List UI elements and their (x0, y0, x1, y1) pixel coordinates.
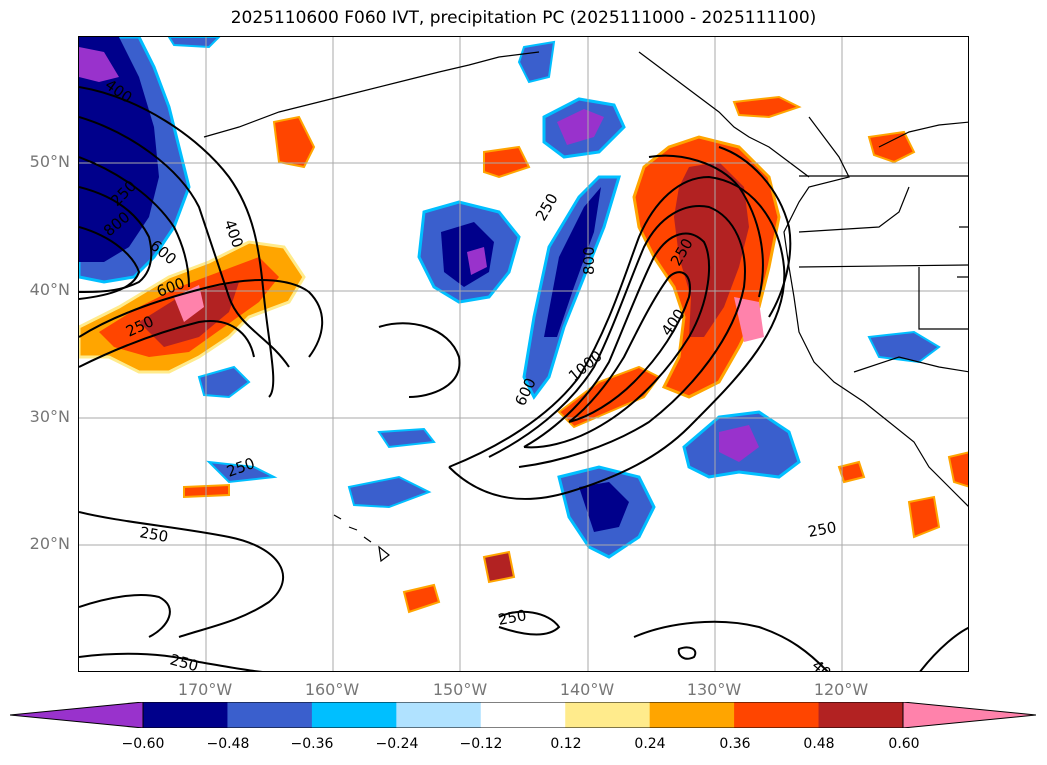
lon-label-130w: 130°W (686, 680, 742, 699)
colorbar-tick-label: 0.48 (803, 736, 835, 752)
colorbar-tick-label: −0.24 (375, 736, 419, 752)
colorbar-segment (734, 702, 820, 728)
colorbar-segment (143, 702, 228, 728)
colorbar-segment (227, 702, 313, 728)
colorbar-segment (649, 702, 735, 728)
contour-label: 250 (807, 518, 838, 541)
colorbar-tick-label: 0.12 (550, 736, 582, 752)
colorbar-right-arrow (902, 702, 1036, 728)
colorbar-left-arrow (10, 702, 144, 728)
contour-label: 250 (532, 190, 562, 224)
map-title: 2025110600 F060 IVT, precipitation PC (2… (230, 8, 817, 28)
colorbar-tick-label: −0.60 (121, 736, 165, 752)
contour-label: 400 (220, 217, 247, 250)
colorbar-segment (818, 702, 904, 728)
lon-label-120w: 120°W (813, 680, 869, 699)
colorbar-tick-label: −0.48 (206, 736, 250, 752)
contour-label: 800 (580, 246, 598, 275)
contour-label: 250 (497, 606, 528, 629)
contour-label: 250 (138, 523, 169, 546)
lon-label-150w: 150°W (432, 680, 488, 699)
graticule (79, 37, 968, 671)
ivt-contours (79, 86, 968, 671)
colorbar-segment (565, 702, 651, 728)
colorbar (10, 702, 1036, 728)
lon-label-140w: 140°W (559, 680, 615, 699)
lat-label-30n: 30°N (29, 407, 70, 426)
colorbar-segment (480, 702, 566, 728)
lon-label-160w: 160°W (304, 680, 360, 699)
colorbar-tick-label: 0.60 (888, 736, 920, 752)
lat-label-50n: 50°N (29, 152, 70, 171)
colorbar-segments (143, 702, 904, 728)
map-panel: 400 250 800 600 400 250 600 250 250 250 … (78, 36, 969, 672)
colorbar-tick-label: 0.36 (719, 736, 751, 752)
precip-negative-anomalies (79, 37, 941, 559)
map-canvas: 400 250 800 600 400 250 600 250 250 250 … (79, 37, 968, 672)
colorbar-tick-label: −0.12 (459, 736, 503, 752)
colorbar-tick-label: 0.24 (634, 736, 666, 752)
colorbar-segment (396, 702, 482, 728)
coastlines (203, 51, 968, 563)
lon-label-170w: 170°W (177, 680, 233, 699)
lat-label-40n: 40°N (29, 280, 70, 299)
lat-label-20n: 20°N (29, 534, 70, 553)
precip-positive-anomalies (79, 95, 968, 614)
contour-label: 250 (168, 650, 200, 672)
colorbar-tick-label: −0.36 (290, 736, 334, 752)
colorbar-segment (311, 702, 397, 728)
